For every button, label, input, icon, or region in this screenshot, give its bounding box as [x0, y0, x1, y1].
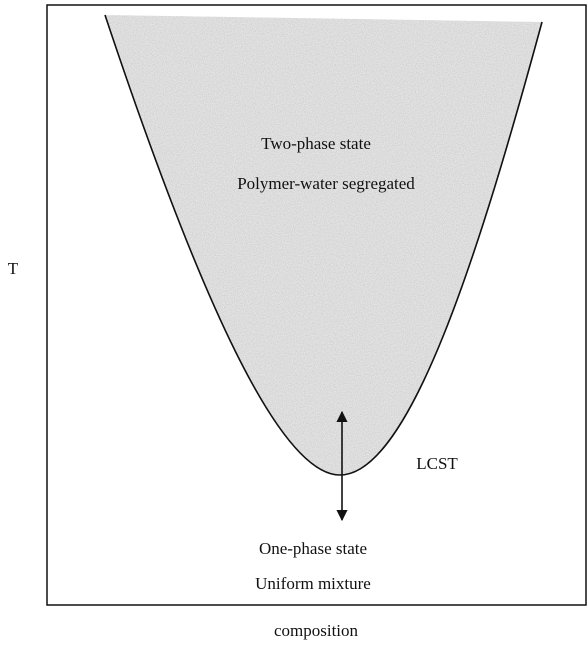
region-subtitle: Polymer-water segregated	[237, 174, 415, 193]
x-axis-label: composition	[274, 621, 359, 640]
y-axis-label: T	[8, 259, 19, 278]
plot-frame	[46, 4, 587, 606]
region-subtitle: Uniform mixture	[255, 574, 371, 593]
region-title: One-phase state	[259, 539, 367, 558]
region-title: Two-phase state	[261, 134, 371, 153]
annotation: LCST	[416, 454, 458, 473]
